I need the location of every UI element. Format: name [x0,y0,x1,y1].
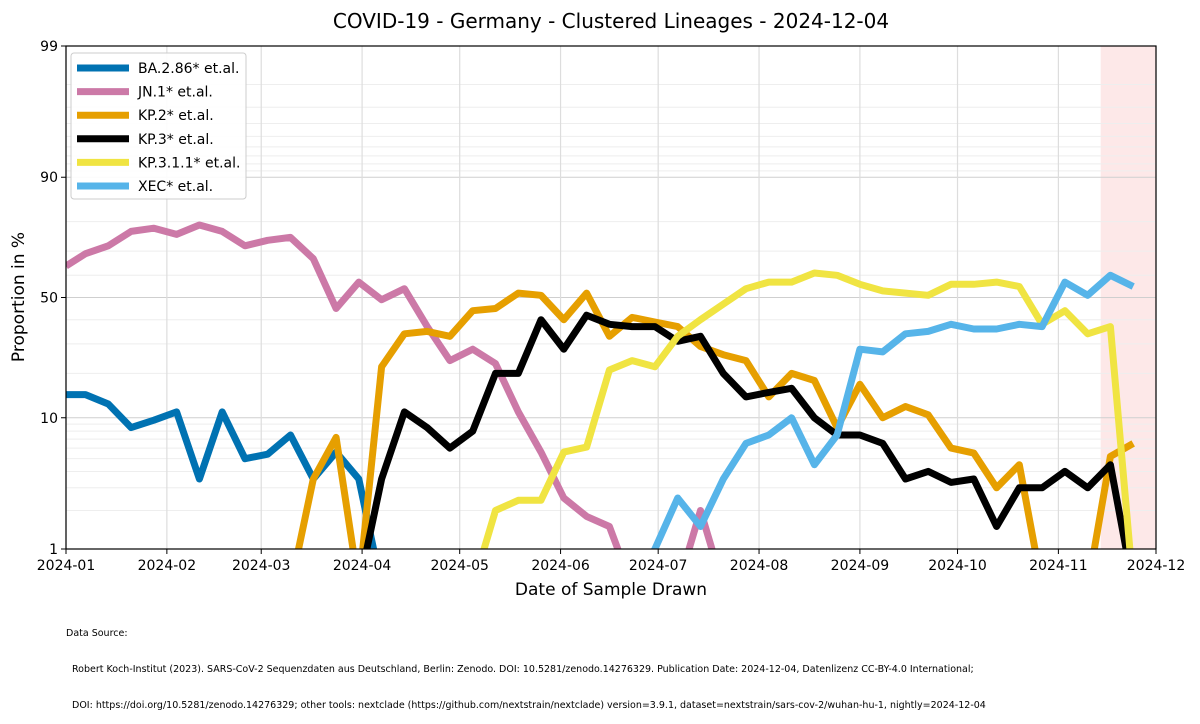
legend-label-2: KP.2* et.al. [138,108,214,124]
series-group [66,221,1135,549]
series-line-1 [685,507,716,549]
series-line-1 [66,221,622,549]
x-tick-label: 2024-10 [928,558,987,574]
y-tick-label: 99 [40,39,58,55]
x-tick-label: 2024-02 [138,558,197,574]
data-source-line-1: Robert Koch-Institut (2023). SARS-CoV-2 … [72,664,974,675]
chart: COVID-19 - Germany - Clustered Lineages … [9,9,1186,600]
series-line-5 [650,271,1135,549]
x-axis-label: Date of Sample Drawn [515,580,707,600]
series-line-4 [480,269,1134,549]
data-source-heading: Data Source: [66,628,128,639]
data-source-note: Data Source: Robert Koch-Institut (2023)… [66,604,986,724]
legend-label-3: KP.3* et.al. [138,132,214,148]
legend-label-5: XEC* et.al. [138,179,213,195]
chart-title: COVID-19 - Germany - Clustered Lineages … [333,9,889,33]
data-source-line-2: DOI: https://doi.org/10.5281/zenodo.1427… [72,700,986,711]
x-tick-label: 2024-08 [730,558,789,574]
series-line-2 [294,433,357,549]
y-axis-label: Proportion in % [9,232,29,362]
series-line-3 [363,311,1130,549]
x-tick-label: 2024-04 [333,558,392,574]
legend-label-4: KP.3.1.1* et.al. [138,155,240,171]
y-tick-label: 50 [40,291,58,307]
x-tick-label: 2024-06 [531,558,590,574]
legend: BA.2.86* et.al. JN.1* et.al. KP.2* et.al. K… [70,52,247,200]
x-tick-label: 2024-01 [37,558,96,574]
x-tick-label: 2024-12 [1127,558,1186,574]
x-tick-label: 2024-09 [831,558,890,574]
plot-area: 1 10 50 90 99 2024-01 2024-02 2024-03 2024-04 202… [37,39,1186,574]
legend-label-1: JN.1* et.al. [137,85,213,101]
x-tick-label: 2024-07 [629,558,688,574]
series-line-0 [66,391,378,549]
x-tick-label: 2024-03 [232,558,291,574]
y-tick-label: 1 [49,542,58,558]
legend-label-0: BA.2.86* et.al. [138,61,239,77]
series-line-2 [1090,440,1135,549]
x-tick-label: 2024-05 [430,558,489,574]
y-tick-label: 10 [40,411,58,427]
series-line-2 [359,289,1039,549]
y-tick-label: 90 [40,170,58,186]
x-tick-label: 2024-11 [1029,558,1088,574]
